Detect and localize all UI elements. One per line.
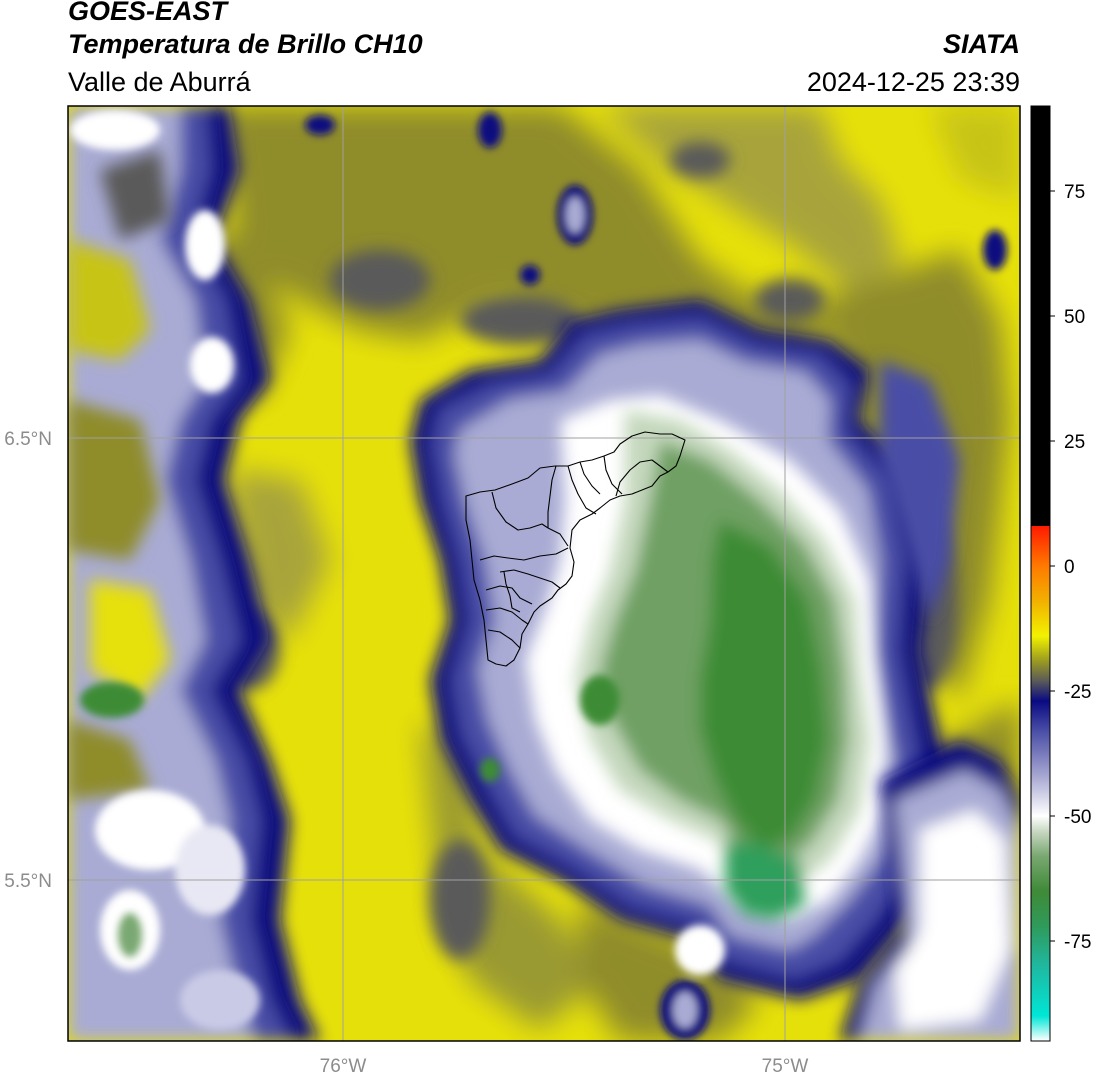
boundary-north-2 — [567, 465, 597, 515]
boundary-center-4 — [485, 585, 533, 605]
agency-title: SIATA — [943, 29, 1020, 59]
boundary-center-5 — [503, 571, 521, 613]
colorbar-tick-label: 25 — [1064, 432, 1085, 453]
colorbar-gradient — [1030, 105, 1051, 1042]
lon-tick-label: 76°W — [320, 1056, 367, 1077]
brightness-temperature-field — [68, 106, 1020, 1041]
region-subtitle: Valle de Aburrá — [68, 67, 251, 97]
map-frame — [67, 105, 1021, 1042]
colorbar-tick-label: 50 — [1064, 307, 1085, 328]
secondary-green-cell — [480, 675, 620, 782]
boundary-west-1 — [491, 491, 549, 531]
colorbar-tick-label: -25 — [1064, 682, 1091, 703]
boundary-center-2 — [479, 547, 569, 561]
aburra-valley-outline — [465, 431, 686, 667]
boundary-south-1 — [485, 607, 529, 625]
lat-tick-label: 5.5°N — [4, 871, 52, 892]
west-band-white-spots — [70, 110, 260, 1030]
west-green-spots — [80, 682, 144, 957]
colorbar: 75 50 25 0 -25 -50 -75 — [1030, 105, 1091, 1042]
colorbar-tick-label: -75 — [1064, 932, 1091, 953]
satellite-title: GOES-EAST — [68, 0, 228, 26]
boundary-north-4 — [603, 455, 623, 495]
colorbar-tick-label: 75 — [1064, 182, 1085, 203]
small-cloud-cells — [305, 112, 1007, 1040]
boundary-south-2 — [487, 629, 521, 649]
boundary-north-1 — [547, 465, 557, 528]
colorbar-tick-label: -50 — [1064, 807, 1091, 828]
east-cloud-arc — [840, 360, 1020, 1041]
lon-tick-label: 75°W — [762, 1056, 809, 1077]
boundary-east-1 — [615, 459, 669, 497]
colorbar-tick-label: 0 — [1064, 557, 1075, 578]
boundary-center-3 — [499, 569, 561, 589]
boundary-center-1 — [547, 527, 569, 547]
datetime-label: 2024-12-25 23:39 — [806, 67, 1020, 97]
boundary-north-3 — [579, 461, 601, 495]
aburra-valley-boundaries — [465, 431, 686, 667]
product-title: Temperatura de Brillo CH10 — [68, 29, 423, 59]
lat-tick-label: 6.5°N — [4, 429, 52, 450]
map-gridlines — [68, 106, 1020, 1041]
west-band-gaps — [68, 150, 170, 800]
